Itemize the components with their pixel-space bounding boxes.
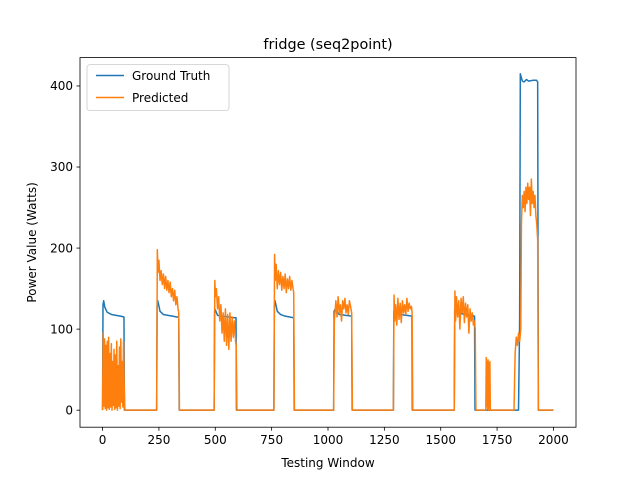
chart-title: fridge (seq2point) [263, 37, 392, 53]
y-tick-label: 200 [50, 241, 73, 255]
legend: Ground Truth Predicted [86, 64, 230, 111]
y-axis-label: Power Value (Watts) [25, 182, 39, 302]
x-axis-label: Testing Window [280, 456, 375, 470]
x-tick-label: 250 [147, 433, 170, 447]
x-tick-label: 1250 [369, 433, 400, 447]
x-tick-label: 1000 [313, 433, 344, 447]
x-axis: 0 250 500 750 1000 1250 1500 1750 2000 [99, 427, 569, 447]
x-tick-label: 1750 [482, 433, 513, 447]
x-tick-label: 750 [260, 433, 283, 447]
legend-label-ground-truth: Ground Truth [132, 69, 210, 83]
series-line-predicted [101, 178, 554, 411]
x-tick-label: 1500 [425, 433, 456, 447]
y-axis: 0 100 200 300 400 [50, 79, 80, 417]
y-tick-label: 0 [65, 403, 73, 417]
y-tick-label: 100 [50, 322, 73, 336]
y-tick-label: 300 [50, 160, 73, 174]
y-tick-label: 400 [50, 79, 73, 93]
x-tick-label: 0 [99, 433, 107, 447]
series-layer [101, 73, 554, 411]
legend-label-predicted: Predicted [132, 91, 188, 105]
x-tick-label: 500 [204, 433, 227, 447]
x-tick-label: 2000 [538, 433, 569, 447]
